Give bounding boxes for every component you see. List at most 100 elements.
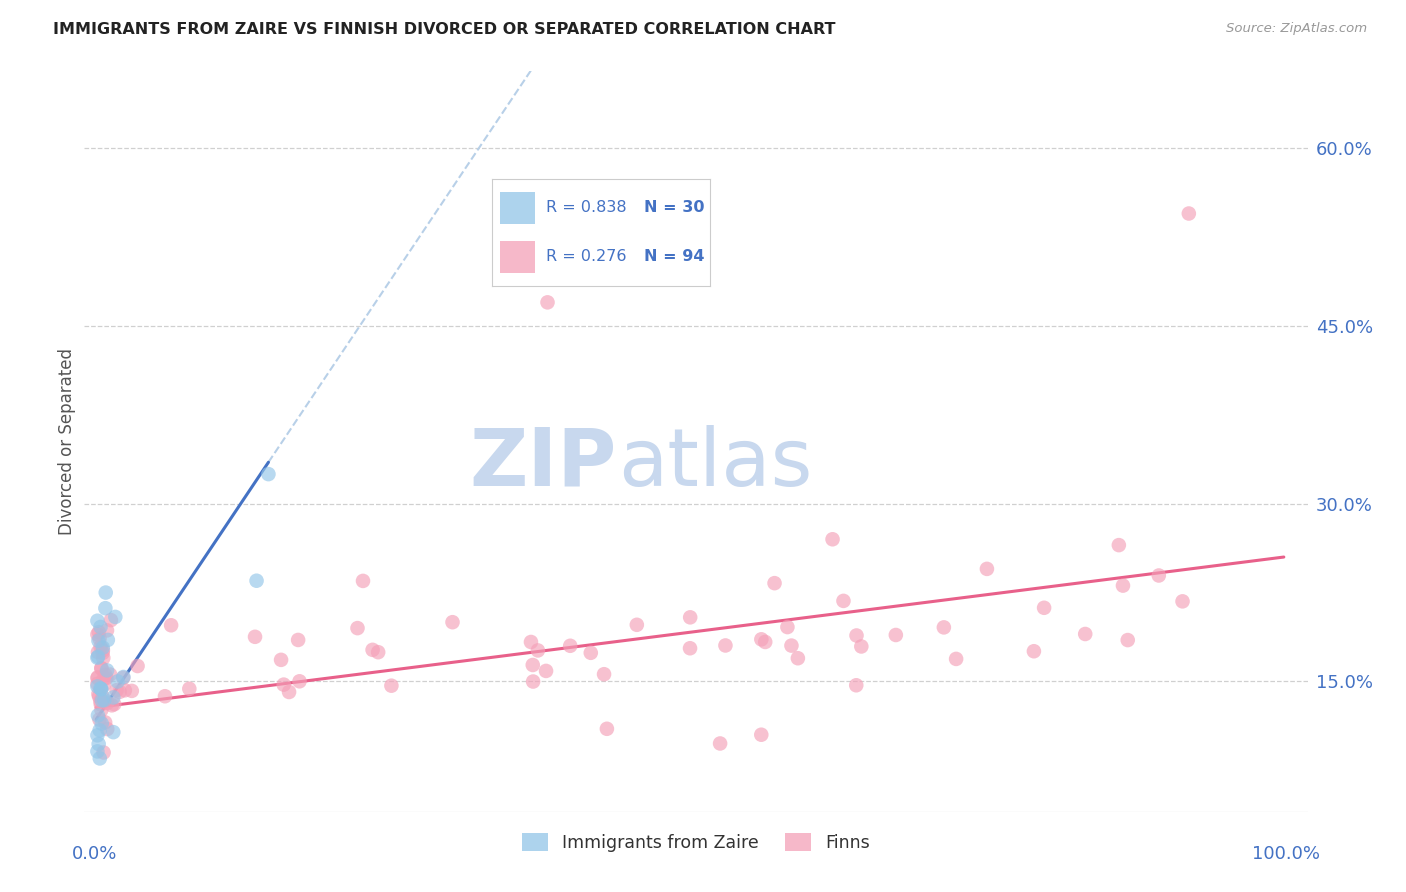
Point: [579, 646, 602, 660]
Point: [626, 617, 648, 632]
Point: [105, 683, 128, 698]
Point: [560, 639, 582, 653]
Text: R = 0.276: R = 0.276: [546, 250, 627, 264]
Text: IMMIGRANTS FROM ZAIRE VS FINNISH DIVORCED OR SEPARATED CORRELATION CHART: IMMIGRANTS FROM ZAIRE VS FINNISH DIVORCE…: [53, 22, 837, 37]
Point: [536, 295, 558, 310]
Point: [754, 635, 776, 649]
Point: [1178, 206, 1201, 220]
Point: [1033, 600, 1056, 615]
Point: [87, 670, 110, 684]
Point: [845, 628, 868, 642]
Y-axis label: Divorced or Separated: Divorced or Separated: [58, 348, 76, 535]
Point: [441, 615, 464, 630]
Point: [522, 658, 544, 673]
Point: [527, 643, 550, 657]
Point: [121, 684, 143, 698]
Point: [352, 574, 374, 588]
Point: [270, 653, 292, 667]
Point: [87, 708, 110, 723]
Point: [94, 601, 117, 615]
Point: [1112, 579, 1135, 593]
Text: 100.0%: 100.0%: [1251, 845, 1320, 863]
Text: atlas: atlas: [617, 425, 813, 503]
Point: [90, 661, 112, 675]
Point: [104, 610, 127, 624]
Point: [101, 698, 124, 713]
Point: [90, 681, 112, 696]
Point: [96, 696, 118, 710]
Point: [86, 680, 108, 694]
Point: [86, 744, 108, 758]
Point: [97, 632, 120, 647]
Point: [749, 728, 772, 742]
Point: [1074, 627, 1097, 641]
Point: [89, 713, 111, 727]
Point: [89, 632, 111, 646]
Point: [179, 681, 201, 696]
Point: [243, 630, 266, 644]
Point: [103, 690, 125, 705]
Point: [90, 682, 112, 697]
Point: [86, 650, 108, 665]
Point: [112, 671, 135, 685]
Point: [845, 678, 868, 692]
Point: [534, 664, 557, 678]
Point: [91, 643, 114, 657]
Point: [709, 736, 731, 750]
Point: [86, 614, 108, 628]
Point: [103, 725, 125, 739]
Text: 0.0%: 0.0%: [72, 845, 118, 863]
Point: [160, 618, 183, 632]
Point: [153, 690, 176, 704]
Point: [786, 651, 808, 665]
Point: [1147, 568, 1170, 582]
Point: [87, 649, 110, 664]
Point: [780, 639, 803, 653]
Point: [763, 576, 786, 591]
Point: [851, 640, 873, 654]
Point: [87, 687, 110, 701]
Point: [593, 667, 616, 681]
Point: [91, 640, 114, 655]
Point: [821, 533, 844, 547]
Point: [776, 620, 799, 634]
Point: [367, 645, 389, 659]
Point: [87, 633, 110, 648]
Point: [87, 737, 110, 751]
Point: [86, 677, 108, 691]
Point: [90, 698, 112, 712]
Point: [832, 594, 855, 608]
Point: [86, 728, 108, 742]
Point: [87, 645, 110, 659]
Point: [87, 690, 110, 704]
Text: ZIP: ZIP: [470, 425, 616, 503]
Point: [91, 690, 114, 704]
Point: [86, 627, 108, 641]
Point: [89, 694, 111, 708]
Point: [90, 661, 112, 675]
Point: [94, 585, 117, 599]
Point: [89, 723, 111, 738]
Point: [679, 610, 702, 624]
Point: [96, 671, 118, 685]
Point: [112, 670, 135, 684]
Text: Source: ZipAtlas.com: Source: ZipAtlas.com: [1226, 22, 1367, 36]
Point: [90, 640, 112, 654]
Point: [1171, 594, 1194, 608]
Text: N = 94: N = 94: [644, 250, 704, 264]
Bar: [501, 241, 536, 273]
Legend: Immigrants from Zaire, Finns: Immigrants from Zaire, Finns: [516, 826, 876, 859]
Point: [94, 715, 117, 730]
Text: R = 0.838: R = 0.838: [546, 201, 627, 215]
Point: [932, 620, 955, 634]
Point: [884, 628, 907, 642]
Point: [1108, 538, 1130, 552]
Point: [245, 574, 267, 588]
Point: [522, 674, 544, 689]
Point: [596, 722, 619, 736]
Point: [288, 674, 311, 689]
Point: [94, 668, 117, 682]
Point: [103, 697, 125, 711]
Point: [346, 621, 368, 635]
Point: [679, 641, 702, 656]
